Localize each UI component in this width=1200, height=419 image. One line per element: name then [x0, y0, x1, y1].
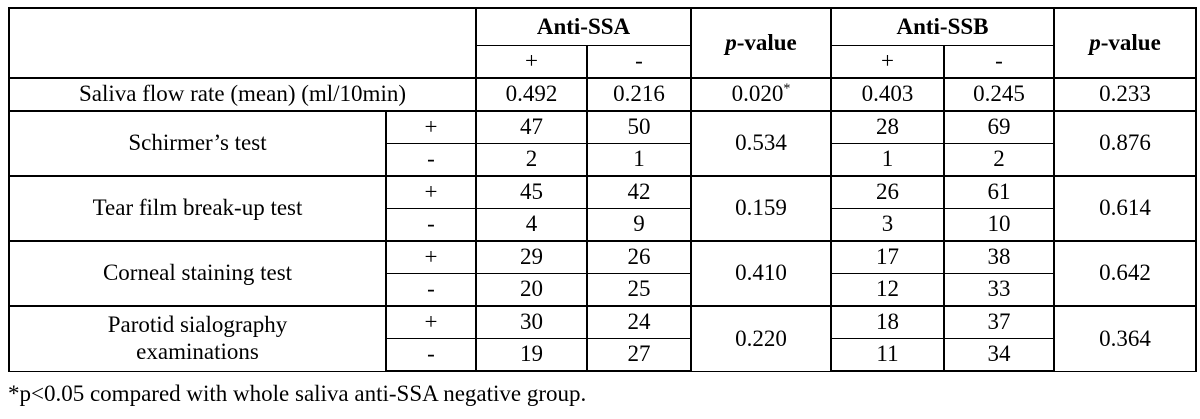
parotid-pos-ssa-negative: 24	[586, 305, 692, 339]
schirmer-sign-negative: -	[385, 143, 477, 177]
header-anti-ssa: Anti-SSA	[475, 7, 692, 46]
saliva-ssb-positive: 0.403	[830, 77, 945, 112]
row-parotid-negative: - 19 27 11 34	[9, 338, 1196, 372]
schirmer-neg-ssa-positive: 2	[475, 143, 588, 177]
corneal-sign-positive: +	[385, 240, 477, 274]
corneal-label: Corneal staining test	[8, 240, 387, 307]
significance-asterisk: *	[783, 81, 791, 97]
header-ssa-negative: -	[586, 45, 692, 79]
header-p-value-ssb: p-value	[1053, 7, 1198, 79]
schirmer-p-value-ssb: 0.876	[1053, 110, 1198, 177]
row-tearfilm-positive: Tear film break-up test + 45 42 0.159 26…	[8, 175, 1198, 242]
p-value-label-rest: -value	[736, 29, 797, 55]
corneal-neg-ssb-positive: 12	[830, 273, 945, 307]
corneal-pos-ssa-positive: 29	[475, 240, 588, 274]
parotid-neg-ssb-positive: 11	[830, 338, 945, 372]
corneal-pos-ssb-positive: 17	[830, 240, 945, 274]
tearfilm-neg-ssa-negative: 9	[586, 208, 692, 242]
parotid-sign-positive: +	[385, 305, 477, 339]
tearfilm-pos-ssa-negative: 42	[586, 175, 692, 209]
corneal-pos-ssb-negative: 38	[942, 240, 1056, 274]
tearfilm-neg-ssb-negative: 10	[942, 208, 1056, 242]
corneal-p-value-ssa: 0.410	[690, 240, 832, 307]
saliva-ssa-positive: 0.492	[475, 77, 588, 112]
row-tearfilm-negative: - 4 9 3 10	[9, 208, 1196, 242]
header-ssb-positive: +	[830, 45, 945, 79]
parotid-p-value-ssa: 0.220	[690, 305, 832, 372]
parotid-sign-negative: -	[385, 338, 477, 372]
saliva-p-value-ssb: 0.233	[1053, 77, 1198, 112]
row-schirmer-negative: - 2 1 1 2	[9, 143, 1196, 177]
saliva-p-value-ssa-number: 0.020	[731, 81, 784, 107]
tearfilm-neg-ssb-positive: 3	[830, 208, 945, 242]
schirmer-neg-ssa-negative: 1	[586, 143, 692, 177]
tearfilm-p-value-ssb: 0.614	[1053, 175, 1198, 242]
schirmer-neg-ssb-positive: 1	[830, 143, 945, 177]
row-schirmer-positive: Schirmer’s test + 47 50 0.534 28 69 0.87…	[8, 110, 1198, 177]
schirmer-p-value-ssa: 0.534	[690, 110, 832, 177]
tearfilm-pos-ssb-negative: 61	[942, 175, 1056, 209]
tearfilm-pos-ssa-positive: 45	[475, 175, 588, 209]
row-parotid-positive: Parotid sialography examinations + 30 24…	[8, 305, 1198, 372]
schirmer-pos-ssb-positive: 28	[830, 110, 945, 144]
corneal-neg-ssa-positive: 20	[475, 273, 588, 307]
header-p-value-ssa: p-value	[690, 7, 832, 79]
schirmer-pos-ssa-positive: 47	[475, 110, 588, 144]
saliva-ssb-negative: 0.245	[942, 77, 1056, 112]
schirmer-label: Schirmer’s test	[8, 110, 387, 177]
tearfilm-p-value-ssa: 0.159	[690, 175, 832, 242]
corneal-neg-ssb-negative: 33	[942, 273, 1056, 307]
tearfilm-label: Tear film break-up test	[8, 175, 387, 242]
parotid-p-value-ssb: 0.364	[1053, 305, 1198, 372]
parotid-pos-ssb-negative: 37	[942, 305, 1056, 339]
tearfilm-pos-ssb-positive: 26	[830, 175, 945, 209]
header-row-2: + - + -	[9, 45, 1196, 79]
parotid-neg-ssb-negative: 34	[942, 338, 1056, 372]
corneal-sign-negative: -	[385, 273, 477, 307]
schirmer-pos-ssa-negative: 50	[586, 110, 692, 144]
p-value-label-rest: -value	[1100, 29, 1161, 55]
row-corneal-negative: - 20 25 12 33	[9, 273, 1196, 307]
parotid-neg-ssa-negative: 27	[586, 338, 692, 372]
p-value-label-italic: p	[725, 29, 737, 55]
parotid-pos-ssb-positive: 18	[830, 305, 945, 339]
parotid-label-line2: examinations	[136, 338, 259, 364]
header-anti-ssb: Anti-SSB	[829, 7, 1056, 46]
row-corneal-positive: Corneal staining test + 29 26 0.410 17 3…	[8, 240, 1198, 307]
results-table: Anti-SSA p-value Anti-SSB p-value + - + …	[8, 7, 1198, 372]
p-value-label-italic: p	[1089, 29, 1101, 55]
header-ssb-negative: -	[942, 45, 1056, 79]
parotid-pos-ssa-positive: 30	[475, 305, 588, 339]
header-empty-cell	[8, 7, 477, 79]
tearfilm-neg-ssa-positive: 4	[475, 208, 588, 242]
parotid-label-line1: Parotid sialography	[107, 312, 288, 338]
saliva-ssa-negative: 0.216	[586, 77, 692, 112]
footnote: *p<0.05 compared with whole saliva anti-…	[8, 381, 587, 406]
schirmer-neg-ssb-negative: 2	[942, 143, 1056, 177]
saliva-label: Saliva flow rate (mean) (ml/10min)	[8, 77, 477, 112]
corneal-neg-ssa-negative: 25	[586, 273, 692, 307]
tearfilm-sign-negative: -	[385, 208, 477, 242]
schirmer-sign-positive: +	[385, 110, 477, 144]
parotid-neg-ssa-positive: 19	[475, 338, 588, 372]
schirmer-pos-ssb-negative: 69	[942, 110, 1056, 144]
parotid-label: Parotid sialography examinations	[8, 305, 387, 372]
corneal-pos-ssa-negative: 26	[586, 240, 692, 274]
tearfilm-sign-positive: +	[385, 175, 477, 209]
corneal-p-value-ssb: 0.642	[1053, 240, 1198, 307]
saliva-p-value-ssa: 0.020*	[690, 77, 832, 112]
header-ssa-positive: +	[475, 45, 588, 79]
header-row-1: Anti-SSA p-value Anti-SSB p-value	[8, 7, 1198, 79]
row-saliva-flow-rate: Saliva flow rate (mean) (ml/10min) 0.492…	[8, 77, 1198, 112]
